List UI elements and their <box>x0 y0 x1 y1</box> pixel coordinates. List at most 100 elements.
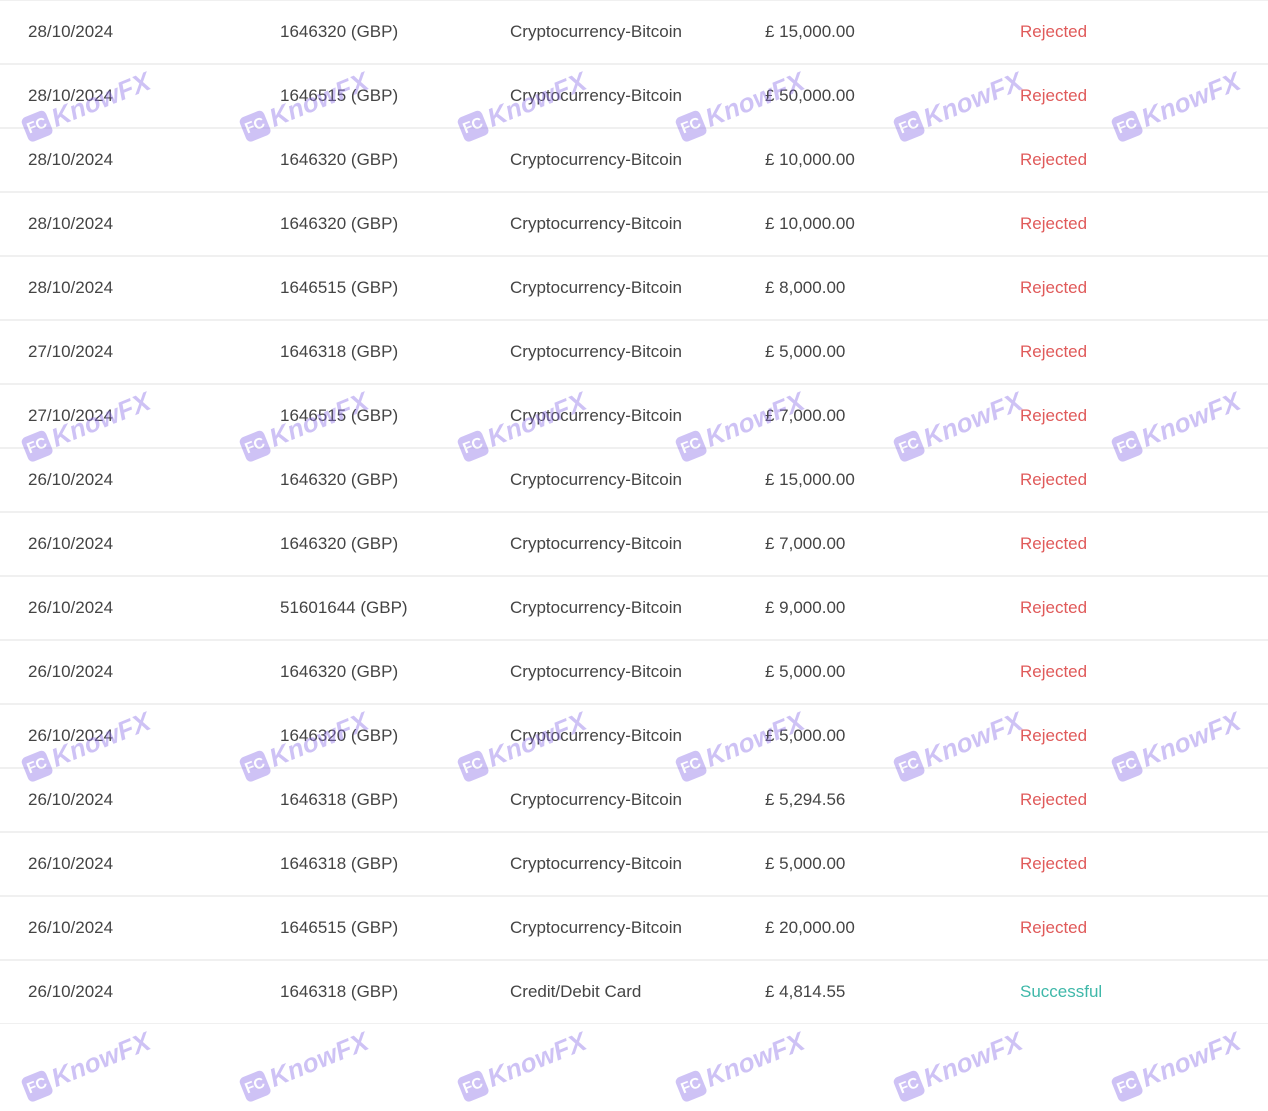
cell-method: Cryptocurrency-Bitcoin <box>510 790 765 810</box>
table-row[interactable]: 26/10/20241646318 (GBP)Cryptocurrency-Bi… <box>0 832 1268 896</box>
cell-amount: £ 10,000.00 <box>765 214 1020 234</box>
table-row[interactable]: 28/10/20241646320 (GBP)Cryptocurrency-Bi… <box>0 128 1268 192</box>
cell-account: 1646318 (GBP) <box>255 790 510 810</box>
status-badge: Rejected <box>1020 662 1087 681</box>
watermark: FCKnowFX <box>455 1026 591 1105</box>
table-row[interactable]: 26/10/20241646320 (GBP)Cryptocurrency-Bi… <box>0 640 1268 704</box>
status-badge: Rejected <box>1020 22 1087 41</box>
cell-date: 28/10/2024 <box>0 22 255 42</box>
table-row[interactable]: 28/10/20241646515 (GBP)Cryptocurrency-Bi… <box>0 64 1268 128</box>
cell-status: Rejected <box>1020 598 1268 618</box>
table-row[interactable]: 26/10/202451601644 (GBP)Cryptocurrency-B… <box>0 576 1268 640</box>
watermark-badge: FC <box>892 1069 926 1103</box>
cell-status: Rejected <box>1020 918 1268 938</box>
cell-account: 1646318 (GBP) <box>255 854 510 874</box>
watermark-text: KnowFX <box>1137 1026 1245 1094</box>
cell-amount: £ 5,000.00 <box>765 854 1020 874</box>
status-badge: Rejected <box>1020 854 1087 873</box>
cell-date: 28/10/2024 <box>0 86 255 106</box>
status-badge: Rejected <box>1020 470 1087 489</box>
cell-account: 1646515 (GBP) <box>255 406 510 426</box>
cell-amount: £ 5,000.00 <box>765 342 1020 362</box>
cell-status: Rejected <box>1020 534 1268 554</box>
watermark: FCKnowFX <box>673 1026 809 1105</box>
cell-account: 1646320 (GBP) <box>255 534 510 554</box>
cell-amount: £ 20,000.00 <box>765 918 1020 938</box>
table-row[interactable]: 28/10/20241646320 (GBP)Cryptocurrency-Bi… <box>0 0 1268 64</box>
cell-amount: £ 8,000.00 <box>765 278 1020 298</box>
table-row[interactable]: 28/10/20241646515 (GBP)Cryptocurrency-Bi… <box>0 256 1268 320</box>
cell-method: Cryptocurrency-Bitcoin <box>510 662 765 682</box>
cell-date: 26/10/2024 <box>0 598 255 618</box>
watermark-text: KnowFX <box>919 1026 1027 1094</box>
watermark-badge: FC <box>1110 1069 1144 1103</box>
watermark-badge: FC <box>674 1069 708 1103</box>
cell-date: 27/10/2024 <box>0 406 255 426</box>
status-badge: Rejected <box>1020 278 1087 297</box>
watermark: FCKnowFX <box>19 1026 155 1105</box>
status-badge: Rejected <box>1020 790 1087 809</box>
cell-status: Rejected <box>1020 406 1268 426</box>
cell-date: 26/10/2024 <box>0 982 255 1002</box>
status-badge: Rejected <box>1020 342 1087 361</box>
table-row[interactable]: 26/10/20241646318 (GBP)Cryptocurrency-Bi… <box>0 768 1268 832</box>
cell-status: Rejected <box>1020 662 1268 682</box>
status-badge: Rejected <box>1020 150 1087 169</box>
cell-date: 28/10/2024 <box>0 278 255 298</box>
cell-amount: £ 5,000.00 <box>765 726 1020 746</box>
table-row[interactable]: 28/10/20241646320 (GBP)Cryptocurrency-Bi… <box>0 192 1268 256</box>
cell-method: Cryptocurrency-Bitcoin <box>510 150 765 170</box>
cell-status: Rejected <box>1020 342 1268 362</box>
watermark-text: KnowFX <box>265 1026 373 1094</box>
cell-status: Successful <box>1020 982 1268 1002</box>
status-badge: Rejected <box>1020 726 1087 745</box>
cell-method: Cryptocurrency-Bitcoin <box>510 278 765 298</box>
cell-method: Cryptocurrency-Bitcoin <box>510 406 765 426</box>
cell-status: Rejected <box>1020 278 1268 298</box>
cell-date: 26/10/2024 <box>0 790 255 810</box>
table-row[interactable]: 26/10/20241646320 (GBP)Cryptocurrency-Bi… <box>0 512 1268 576</box>
watermark: FCKnowFX <box>237 1026 373 1105</box>
cell-account: 1646318 (GBP) <box>255 982 510 1002</box>
cell-date: 27/10/2024 <box>0 342 255 362</box>
cell-account: 1646320 (GBP) <box>255 470 510 490</box>
table-row[interactable]: 26/10/20241646318 (GBP)Credit/Debit Card… <box>0 960 1268 1024</box>
table-row[interactable]: 26/10/20241646320 (GBP)Cryptocurrency-Bi… <box>0 704 1268 768</box>
cell-date: 26/10/2024 <box>0 534 255 554</box>
cell-status: Rejected <box>1020 150 1268 170</box>
status-badge: Rejected <box>1020 918 1087 937</box>
watermark-badge: FC <box>238 1069 272 1103</box>
cell-account: 1646320 (GBP) <box>255 726 510 746</box>
cell-method: Credit/Debit Card <box>510 982 765 1002</box>
cell-amount: £ 50,000.00 <box>765 86 1020 106</box>
status-badge: Rejected <box>1020 406 1087 425</box>
cell-method: Cryptocurrency-Bitcoin <box>510 918 765 938</box>
cell-account: 1646320 (GBP) <box>255 214 510 234</box>
cell-amount: £ 9,000.00 <box>765 598 1020 618</box>
cell-status: Rejected <box>1020 22 1268 42</box>
cell-method: Cryptocurrency-Bitcoin <box>510 22 765 42</box>
watermark-text: KnowFX <box>701 1026 809 1094</box>
status-badge: Rejected <box>1020 598 1087 617</box>
table-row[interactable]: 26/10/20241646515 (GBP)Cryptocurrency-Bi… <box>0 896 1268 960</box>
cell-method: Cryptocurrency-Bitcoin <box>510 86 765 106</box>
cell-status: Rejected <box>1020 86 1268 106</box>
cell-method: Cryptocurrency-Bitcoin <box>510 342 765 362</box>
cell-status: Rejected <box>1020 214 1268 234</box>
cell-date: 28/10/2024 <box>0 214 255 234</box>
cell-amount: £ 7,000.00 <box>765 534 1020 554</box>
table-row[interactable]: 27/10/20241646515 (GBP)Cryptocurrency-Bi… <box>0 384 1268 448</box>
cell-account: 1646318 (GBP) <box>255 342 510 362</box>
cell-amount: £ 5,000.00 <box>765 662 1020 682</box>
cell-method: Cryptocurrency-Bitcoin <box>510 214 765 234</box>
table-row[interactable]: 26/10/20241646320 (GBP)Cryptocurrency-Bi… <box>0 448 1268 512</box>
cell-amount: £ 15,000.00 <box>765 470 1020 490</box>
cell-amount: £ 4,814.55 <box>765 982 1020 1002</box>
cell-status: Rejected <box>1020 470 1268 490</box>
cell-account: 1646320 (GBP) <box>255 150 510 170</box>
cell-account: 1646320 (GBP) <box>255 662 510 682</box>
cell-date: 26/10/2024 <box>0 470 255 490</box>
cell-amount: £ 7,000.00 <box>765 406 1020 426</box>
table-row[interactable]: 27/10/20241646318 (GBP)Cryptocurrency-Bi… <box>0 320 1268 384</box>
cell-method: Cryptocurrency-Bitcoin <box>510 534 765 554</box>
